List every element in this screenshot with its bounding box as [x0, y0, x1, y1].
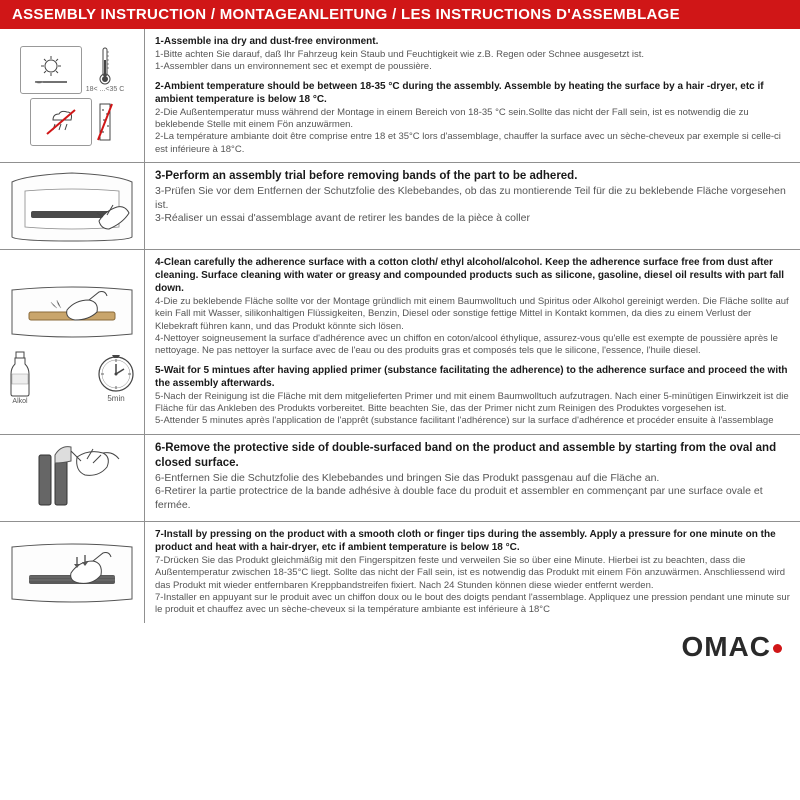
section-3: 3-Perform an assembly trial before remov…	[0, 163, 800, 250]
step-4-title: 4-Clean carefully the adherence surface …	[155, 256, 790, 295]
icon-row-bottom	[30, 98, 114, 146]
step-5: 5-Wait for 5 mintues after having applie…	[155, 364, 790, 428]
instruction-body: 18< ...<35 C	[0, 29, 800, 623]
step-5-title: 5-Wait for 5 mintues after having applie…	[155, 364, 790, 390]
text-col-7: 7-Install by pressing on the product wit…	[145, 522, 800, 623]
text-col-1-2: 1-Assemble ina dry and dust-free environ…	[145, 29, 800, 162]
section-7: 7-Install by pressing on the product wit…	[0, 522, 800, 623]
icon-col-3	[0, 163, 145, 249]
step-2: 2-Ambient temperature should be between …	[155, 80, 790, 156]
icon-row-top: 18< ...<35 C	[20, 46, 125, 94]
step-4-fr: 4-Nettoyer soigneusement la surface d'ad…	[155, 333, 790, 358]
thermometer-group: 18< ...<35 C	[86, 46, 125, 93]
step-2-title: 2-Ambient temperature should be between …	[155, 80, 790, 106]
bottle-label: Alkol	[12, 398, 27, 405]
logo-dot-icon	[773, 644, 782, 653]
step-3-de: 3-Prüfen Sie vor dem Entfernen der Schut…	[155, 185, 790, 212]
step-1: 1-Assemble ina dry and dust-free environ…	[155, 35, 790, 74]
press-illustration	[7, 533, 137, 611]
step-7-de: 7-Drücken Sie das Produkt gleichmäßig mi…	[155, 555, 790, 592]
section-4-5: Alkol 5min	[0, 250, 800, 435]
step-6: 6-Remove the protective side of double-s…	[155, 441, 790, 513]
text-col-4-5: 4-Clean carefully the adherence surface …	[145, 250, 800, 434]
section-1-2: 18< ...<35 C	[0, 29, 800, 163]
step-1-de: 1-Bitte achten Sie darauf, daß Ihr Fahrz…	[155, 49, 790, 61]
text-col-6: 6-Remove the protective side of double-s…	[145, 435, 800, 521]
step-7-fr: 7-Installer en appuyant sur le produit a…	[155, 592, 790, 617]
step-3: 3-Perform an assembly trial before remov…	[155, 169, 790, 226]
dust-strip-icon	[96, 102, 114, 142]
step-7-title: 7-Install by pressing on the product wit…	[155, 528, 790, 554]
brand-logo: OMAC	[681, 631, 782, 663]
trial-fit-illustration	[7, 167, 137, 245]
bottle-icon	[7, 350, 33, 398]
bottle-group: Alkol	[7, 350, 33, 405]
step-6-de: 6-Entfernen Sie die Schutzfolie des Kleb…	[155, 472, 790, 486]
step-1-title: 1-Assemble ina dry and dust-free environ…	[155, 35, 790, 48]
step-3-title: 3-Perform an assembly trial before remov…	[155, 169, 790, 184]
step-7: 7-Install by pressing on the product wit…	[155, 528, 790, 617]
sun-icon	[20, 46, 82, 94]
step-4: 4-Clean carefully the adherence surface …	[155, 256, 790, 358]
step-3-fr: 3-Réaliser un essai d'assemblage avant d…	[155, 212, 790, 226]
text-col-3: 3-Perform an assembly trial before remov…	[145, 163, 800, 249]
step-1-fr: 1-Assembler dans un environnement sec et…	[155, 61, 790, 73]
step-2-de: 2-Die Außentemperatur muss während der M…	[155, 107, 790, 132]
thermo-label: 18< ...<35 C	[86, 86, 125, 93]
step-4-de: 4-Die zu beklebende Fläche sollte vor de…	[155, 296, 790, 333]
step-6-title: 6-Remove the protective side of double-s…	[155, 441, 790, 471]
step-5-fr: 5-Attender 5 minutes après l'application…	[155, 415, 790, 427]
thermometer-icon	[98, 46, 112, 86]
icon-col-7	[0, 522, 145, 623]
timer-group: 5min	[95, 352, 137, 403]
section-6: 6-Remove the protective side of double-s…	[0, 435, 800, 522]
footer: OMAC	[0, 623, 800, 669]
icon-col-6	[0, 435, 145, 521]
peel-illustration	[7, 439, 137, 517]
logo-text: OMAC	[681, 631, 771, 663]
icon-col-1: 18< ...<35 C	[0, 29, 145, 162]
page-title: ASSEMBLY INSTRUCTION / MONTAGEANLEITUNG …	[12, 6, 680, 23]
icon-col-4-5: Alkol 5min	[0, 250, 145, 434]
step-2-fr: 2-La température ambiante doit être comp…	[155, 131, 790, 156]
page-title-bar: ASSEMBLY INSTRUCTION / MONTAGEANLEITUNG …	[0, 0, 800, 29]
step-6-fr: 6-Retirer la partie protectrice de la ba…	[155, 485, 790, 512]
no-rain-icon	[30, 98, 92, 146]
clean-illustration	[7, 278, 137, 342]
step-5-de: 5-Nach der Reinigung ist die Fläche mit …	[155, 391, 790, 416]
bottle-timer-row: Alkol 5min	[7, 350, 137, 405]
clock-icon	[95, 352, 137, 394]
timer-label: 5min	[107, 394, 124, 403]
